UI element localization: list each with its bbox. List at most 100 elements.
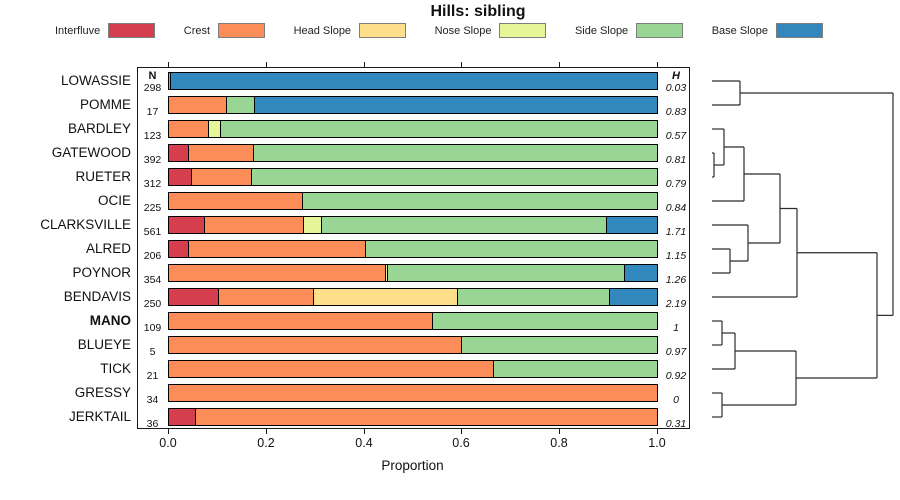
bar-segment-interfluve: [169, 169, 192, 185]
legend-item-side: Side Slope: [574, 23, 684, 38]
x-axis-tick-label: 0.4: [355, 436, 373, 450]
stacked-bar: [168, 312, 658, 330]
x-axis-tick-top: [364, 62, 365, 67]
n-value: 34: [146, 394, 159, 406]
bar-segment-interfluve: [169, 409, 197, 425]
legend-swatch-crest: [218, 23, 266, 38]
legend-swatch-head: [359, 23, 407, 38]
row-label: POYNOR: [72, 265, 131, 280]
legend-item-head: Head Slope: [294, 23, 407, 38]
h-value: 0.03: [665, 82, 687, 94]
n-value: 561: [143, 226, 162, 238]
bar-segment-crest: [189, 145, 254, 161]
bar-segment-side: [494, 361, 657, 377]
h-value: 0.81: [665, 154, 687, 166]
bar-segment-nose: [208, 121, 222, 137]
bar-segment-side: [302, 193, 657, 209]
row-label: GRESSY: [74, 385, 131, 400]
n-value: 21: [146, 370, 159, 382]
row-label: TICK: [100, 361, 131, 376]
h-value: 1.15: [665, 250, 687, 262]
stacked-bar: [168, 72, 658, 90]
stacked-bar: [168, 384, 658, 402]
bar-segment-side: [461, 337, 657, 353]
row-label: BARDLEY: [67, 121, 131, 136]
x-axis-tick-bottom: [461, 429, 462, 434]
h-value: 0.97: [665, 346, 687, 358]
bar-segment-base: [607, 217, 657, 233]
stacked-bar: [168, 408, 658, 426]
legend-item-crest: Crest: [183, 23, 266, 38]
x-axis-tick-bottom: [168, 429, 169, 434]
stacked-bar: [168, 192, 658, 210]
stacked-bar: [168, 96, 658, 114]
bar-segment-interfluve: [169, 289, 219, 305]
h-value: 1.71: [665, 226, 687, 238]
stacked-bar: [168, 144, 658, 162]
legend-item-base: Base Slope: [712, 23, 823, 38]
n-value: 312: [143, 178, 162, 190]
x-axis-tick-bottom: [266, 429, 267, 434]
x-axis-tick-top: [559, 62, 560, 67]
n-value: 392: [143, 154, 162, 166]
n-value: 123: [143, 130, 162, 142]
row-label: RUETER: [75, 169, 131, 184]
stacked-bar: [168, 336, 658, 354]
legend-label: Side Slope: [574, 24, 629, 37]
x-axis-tick-top: [266, 62, 267, 67]
n-value: 206: [143, 250, 162, 262]
bar-segment-crest: [169, 385, 657, 401]
n-value: 250: [143, 298, 162, 310]
legend-label: Head Slope: [293, 24, 352, 37]
bar-segment-side: [432, 313, 657, 329]
bar-segment-side: [321, 217, 608, 233]
row-label: LOWASSIE: [60, 73, 131, 88]
x-axis-tick-bottom: [657, 429, 658, 434]
bar-segment-side: [221, 121, 657, 137]
x-axis-tick-label: 0.8: [550, 436, 568, 450]
legend-label: Crest: [183, 24, 211, 37]
bar-segment-crest: [205, 217, 304, 233]
bar-segment-base: [624, 265, 657, 281]
row-label: CLARKSVILLE: [40, 217, 131, 232]
legend-swatch-base: [775, 23, 823, 38]
chart-title: Hills: sibling: [430, 3, 526, 20]
stacked-bar: [168, 360, 658, 378]
legend-label: Base Slope: [711, 24, 768, 37]
bar-segment-crest: [169, 73, 172, 89]
legend-swatch-nose: [499, 23, 547, 38]
row-label: POMME: [79, 97, 131, 112]
h-value: 0.83: [665, 106, 687, 118]
stacked-bar: [168, 288, 658, 306]
legend-swatch-interfluve: [108, 23, 156, 38]
h-value: 0.84: [665, 202, 687, 214]
bar-segment-crest: [169, 313, 433, 329]
row-label: OCIE: [97, 193, 131, 208]
h-value: 0.79: [665, 178, 687, 190]
x-axis-title: Proportion: [381, 458, 444, 473]
n-value: 354: [143, 274, 162, 286]
bar-segment-interfluve: [169, 241, 189, 257]
bar-segment-crest: [191, 169, 252, 185]
x-axis-tick-bottom: [559, 429, 560, 434]
legend-label: Interfluve: [55, 24, 101, 37]
n-value: 36: [146, 418, 159, 430]
h-value: 0.57: [665, 130, 687, 142]
row-label: MANO: [89, 313, 131, 328]
bar-segment-crest: [169, 121, 209, 137]
n-value: 298: [143, 82, 162, 94]
n-value: 5: [149, 346, 156, 358]
x-axis-tick-bottom: [364, 429, 365, 434]
h-value: 0: [673, 394, 679, 406]
bar-segment-base: [171, 73, 657, 89]
legend: Interfluve Crest Head Slope Nose Slope Side …: [55, 23, 823, 38]
n-column-header: N: [148, 70, 157, 82]
bar-segment-side: [365, 241, 657, 257]
legend-label: Nose Slope: [434, 24, 492, 37]
bar-segment-nose: [385, 265, 389, 281]
bar-segment-crest: [196, 409, 657, 425]
x-axis-tick-label: 0.0: [159, 436, 177, 450]
bar-segment-nose: [303, 217, 322, 233]
x-axis-tick-label: 1.0: [648, 436, 666, 450]
